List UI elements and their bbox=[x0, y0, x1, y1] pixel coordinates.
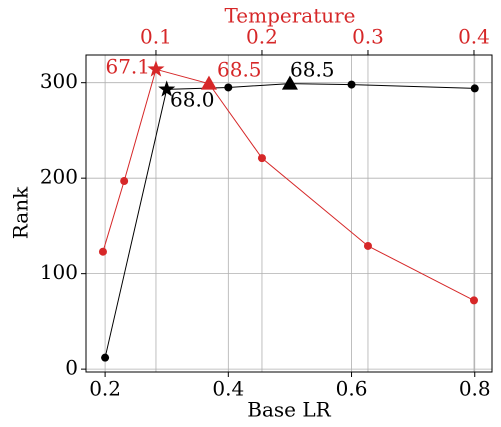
annotation: 68.5 bbox=[217, 58, 262, 82]
y-tick-label: 200 bbox=[40, 165, 78, 189]
triangle-marker bbox=[200, 75, 217, 90]
series-line bbox=[102, 68, 475, 301]
x-tick-label: 0.8 bbox=[459, 377, 491, 401]
point-marker bbox=[120, 177, 129, 186]
x2-axis-title: Temperature bbox=[224, 4, 355, 28]
x-axis-title: Base LR bbox=[247, 398, 331, 422]
star-marker bbox=[158, 80, 176, 97]
x-tick-label: 0.2 bbox=[89, 377, 121, 401]
point-marker bbox=[469, 296, 478, 305]
x2-tick-label: 0.3 bbox=[352, 25, 384, 49]
point-marker bbox=[101, 353, 110, 362]
y-tick-label: 100 bbox=[40, 260, 78, 284]
annotation: 68.5 bbox=[290, 58, 335, 82]
star-marker bbox=[147, 60, 165, 77]
triangle-marker bbox=[281, 75, 298, 90]
point-marker bbox=[470, 84, 479, 93]
plot-frame bbox=[85, 54, 493, 373]
x-tick-label: 0.6 bbox=[336, 377, 368, 401]
x2-tick-label: 0.1 bbox=[140, 25, 172, 49]
point-marker bbox=[347, 80, 356, 89]
point-marker bbox=[98, 247, 107, 256]
point-marker bbox=[224, 83, 233, 92]
series-line bbox=[104, 83, 475, 358]
annotation: 68.0 bbox=[170, 88, 215, 112]
x-tick-label: 0.4 bbox=[212, 377, 244, 401]
x2-tick-label: 0.2 bbox=[246, 25, 278, 49]
point-marker bbox=[363, 241, 372, 250]
y-tick-label: 300 bbox=[40, 69, 78, 93]
y-tick-label: 0 bbox=[65, 356, 78, 380]
x2-tick-label: 0.4 bbox=[458, 25, 490, 49]
y-axis-title: Rank bbox=[9, 186, 33, 239]
annotation: 67.1 bbox=[105, 55, 150, 79]
point-marker bbox=[257, 154, 266, 163]
